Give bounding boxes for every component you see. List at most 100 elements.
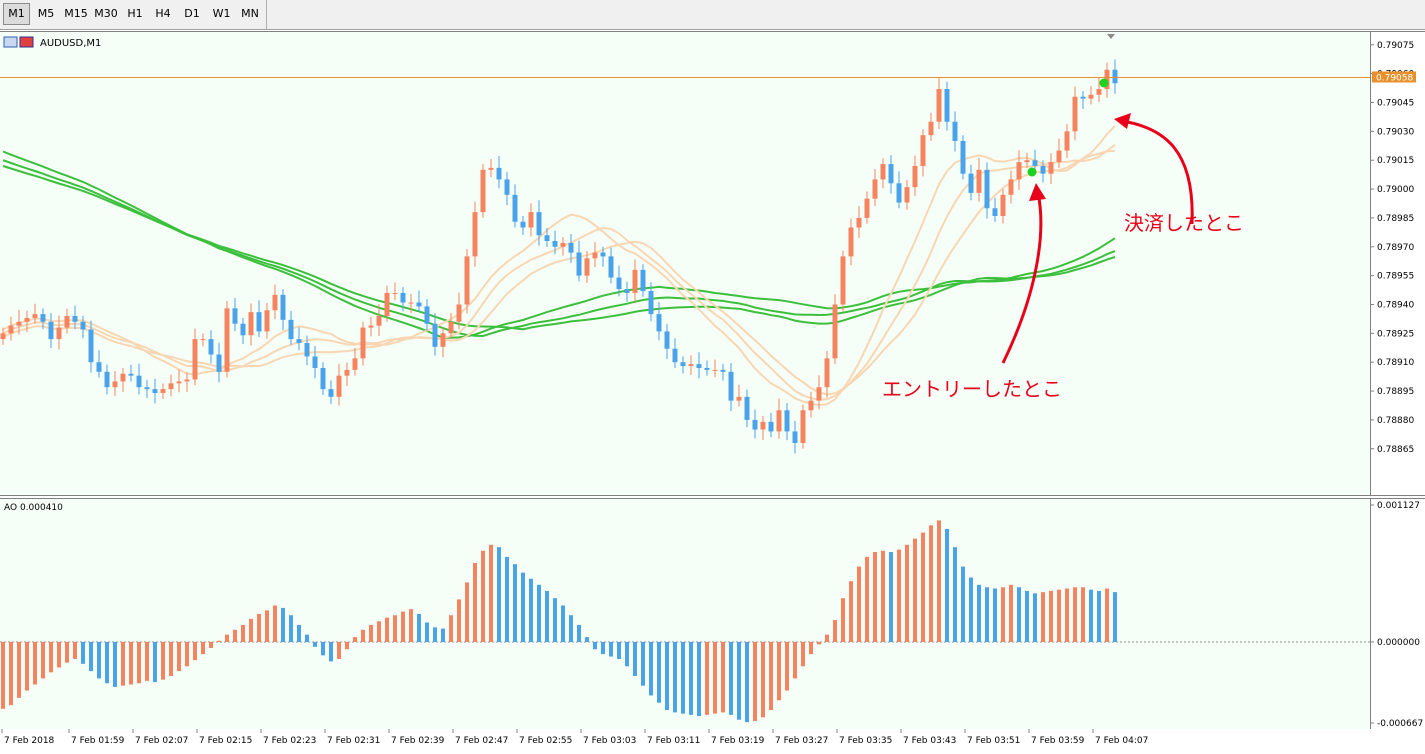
candle-body [360,327,366,359]
ao-bar [1017,587,1021,642]
candle-body [896,183,902,203]
price-tick-label: 0.78925 [1377,329,1414,339]
time-tick-label: 7 Feb 02:55 [519,736,572,746]
candle-body [256,312,262,332]
candle-body [720,369,726,372]
candle-body [712,369,718,371]
candle-body [488,167,494,170]
candle-body [472,212,478,257]
ao-tick-label: -0.000667 [1377,719,1423,729]
candle-body [440,333,446,347]
ao-bar [889,552,893,642]
candle-body [1040,165,1046,174]
ao-bar [345,641,349,650]
candle-body [352,358,358,370]
candle-body [272,294,278,311]
entry-arrow [1001,192,1043,364]
ao-bar [593,641,597,650]
ao-bar [985,587,989,642]
candle-body [48,321,54,340]
candle-body [528,212,534,228]
time-tick-label: 7 Feb 03:43 [903,736,956,746]
candle-body [520,221,526,228]
candle-body [824,358,830,388]
time-tick-label: 7 Feb 2018 [4,736,55,746]
candle-body [128,373,134,376]
ao-bar [697,641,701,717]
candle-body [976,169,982,193]
timeframe-d1-button[interactable]: D1 [184,7,200,20]
candle-body [224,308,230,372]
ao-bar [657,641,661,703]
timeframe-m15-button[interactable]: M15 [64,7,88,20]
candle-body [760,421,766,430]
candle-body [304,342,310,357]
candle-body [624,289,630,293]
ao-bar [945,528,949,642]
candle-body [744,396,750,420]
ao-bar [873,552,877,642]
candle-body [432,323,438,347]
price-tick-label: 0.79015 [1377,156,1414,166]
ao-bar [57,641,61,668]
candle-body [864,198,870,218]
ao-bar [33,641,37,685]
timeframe-m30-button[interactable]: M30 [94,7,118,20]
candle-body [568,242,574,253]
exit-annotation: 決済したとこ [1124,211,1244,235]
ao-bar [65,641,69,663]
ao-bar [561,605,565,642]
ao-bar [265,610,269,642]
ao-bar [921,532,925,642]
time-tick-label: 7 Feb 03:35 [839,736,892,746]
candle-body [1104,69,1110,90]
candle-body [1032,160,1038,166]
timeframe-m1-button[interactable]: M1 [3,3,30,25]
candle-body [968,173,974,193]
price-tick-label: 0.78895 [1377,387,1414,397]
window-icon [3,36,18,48]
candle-body [16,321,22,326]
symbol-label: AUDUSD,M1 [40,38,101,49]
candle-body [296,339,302,343]
price-tick-label: 0.78940 [1377,300,1414,310]
candle-body [104,371,110,388]
candle-body [768,421,774,432]
entry-marker [1027,167,1037,177]
candle-body [64,316,70,328]
ao-bar [641,641,645,686]
ao-bar [745,641,749,723]
price-tick-label: 0.79000 [1377,185,1414,195]
candle-body [656,314,662,332]
candle-body [960,140,966,174]
toolbar-separator [266,0,267,29]
candle-body [728,371,734,401]
candle-body [200,339,206,341]
ao-bar [1,641,5,709]
moving-average-line [2,149,1116,396]
price-tick-label: 0.78970 [1377,243,1414,253]
ao-bar [801,641,805,667]
price-chart[interactable]: 0.790750.790600.790450.790300.790150.790… [0,31,1425,496]
candle-body [368,325,374,328]
ao-bar [393,615,397,642]
timeframe-mn-button[interactable]: MN [241,7,259,20]
ao-bar [761,641,765,718]
candle-body [920,135,926,166]
candle-body [376,316,382,326]
timeframe-m5-button[interactable]: M5 [37,7,55,20]
timeframe-h4-button[interactable]: H4 [155,7,171,20]
ao-bar [489,544,493,642]
ao-indicator-chart[interactable]: 0.001127 0.000000 -0.000667 AO 0.000410 [0,498,1425,730]
timeframe-w1-button[interactable]: W1 [212,7,231,20]
time-axis-ticks: 7 Feb 2018 7 Feb 01:59 7 Feb 02:07 7 Feb 02… [1,729,1148,746]
ao-bar [937,520,941,642]
timeframe-h1-button[interactable]: H1 [127,7,143,20]
ao-bar [961,566,965,642]
ao-histogram [1,520,1117,723]
time-tick-label: 7 Feb 04:07 [1095,736,1148,746]
ao-bar [217,640,221,642]
ao-bar [529,578,533,642]
candle-body [608,256,614,278]
chart-shift-marker-icon[interactable] [1107,34,1115,39]
